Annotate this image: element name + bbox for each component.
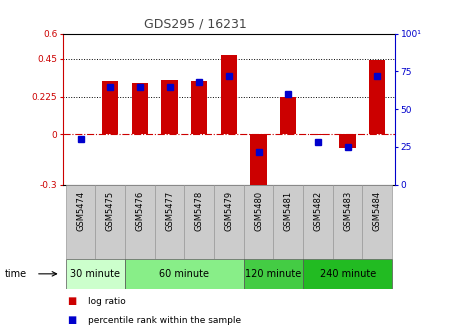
- Text: GSM5480: GSM5480: [254, 191, 263, 231]
- Text: ■: ■: [67, 296, 77, 306]
- Bar: [339, 134, 356, 148]
- Text: log ratio: log ratio: [88, 297, 125, 306]
- Bar: [303, 185, 333, 259]
- Text: 60 minute: 60 minute: [159, 269, 210, 279]
- Text: GSM5474: GSM5474: [76, 191, 85, 231]
- Bar: [333, 185, 362, 259]
- Bar: [132, 83, 148, 134]
- Bar: [280, 97, 296, 134]
- Bar: [191, 81, 207, 134]
- Text: percentile rank within the sample: percentile rank within the sample: [88, 316, 241, 325]
- Text: ■: ■: [67, 316, 77, 325]
- Text: GDS295 / 16231: GDS295 / 16231: [145, 17, 247, 30]
- Text: GSM5481: GSM5481: [284, 191, 293, 231]
- Bar: [244, 185, 273, 259]
- Bar: [66, 259, 125, 289]
- Bar: [162, 80, 178, 134]
- Bar: [102, 81, 119, 134]
- Text: GSM5478: GSM5478: [195, 191, 204, 231]
- Bar: [221, 55, 237, 134]
- Bar: [125, 185, 155, 259]
- Text: 120 minute: 120 minute: [245, 269, 302, 279]
- Text: 30 minute: 30 minute: [70, 269, 120, 279]
- Bar: [185, 185, 214, 259]
- Text: GSM5476: GSM5476: [136, 191, 145, 231]
- Bar: [125, 259, 244, 289]
- Bar: [310, 134, 326, 135]
- Bar: [66, 185, 96, 259]
- Bar: [96, 185, 125, 259]
- Bar: [369, 60, 386, 134]
- Text: GSM5484: GSM5484: [373, 191, 382, 231]
- Text: 240 minute: 240 minute: [320, 269, 376, 279]
- Text: GSM5477: GSM5477: [165, 191, 174, 231]
- Bar: [251, 134, 267, 188]
- Text: GSM5482: GSM5482: [313, 191, 322, 231]
- Text: GSM5479: GSM5479: [224, 191, 233, 231]
- Text: GSM5483: GSM5483: [343, 191, 352, 231]
- Text: time: time: [4, 269, 26, 279]
- Bar: [273, 185, 303, 259]
- Bar: [244, 259, 303, 289]
- Bar: [214, 185, 244, 259]
- Bar: [362, 185, 392, 259]
- Bar: [303, 259, 392, 289]
- Bar: [155, 185, 185, 259]
- Text: GSM5475: GSM5475: [106, 191, 115, 231]
